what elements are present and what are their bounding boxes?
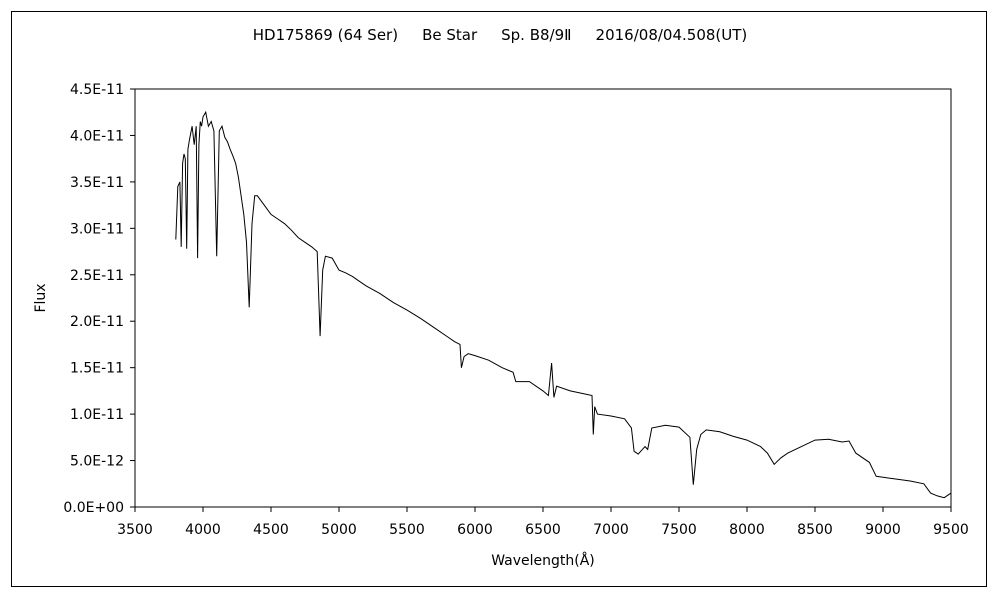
x-tick-label: 3500 [117, 522, 153, 538]
x-axis-ticks: 3500 4000 4500 5000 5500 6000 6500 7000 7500 8000… [117, 507, 969, 538]
y-tick-label: 3.5E-11 [70, 175, 124, 191]
y-axis-ticks: 0.0E+00 5.0E-12 1.0E-11 1.5E-11 2.0E-11 2.5E-… [63, 82, 135, 516]
x-axis-label: Wavelength(Å) [491, 552, 595, 569]
spectrum-series-line [175, 110, 952, 499]
title-observation-date: 2016/08/04.508(UT) [595, 26, 748, 44]
y-tick-label: 0.0E+00 [63, 500, 124, 516]
y-tick-label: 3.0E-11 [70, 221, 124, 237]
y-tick-label: 2.5E-11 [70, 268, 124, 284]
x-tick-label: 5500 [389, 522, 425, 538]
chart-title: HD175869 (64 Ser) Be Star Sp. B8/9Ⅱ 2016/08… [0, 26, 1000, 44]
x-tick-label: 4000 [185, 522, 221, 538]
y-tick-label: 2.0E-11 [70, 314, 124, 330]
x-tick-label: 4500 [253, 522, 289, 538]
x-tick-label: 8000 [729, 522, 765, 538]
x-tick-label: 9500 [933, 522, 969, 538]
x-tick-label: 7500 [661, 522, 697, 538]
y-axis-label: Flux [33, 283, 49, 312]
x-tick-label: 7000 [593, 522, 629, 538]
x-tick-label: 8500 [797, 522, 833, 538]
x-tick-label: 6000 [457, 522, 493, 538]
y-tick-label: 5.0E-12 [70, 454, 124, 470]
title-star-type: Be Star [422, 26, 478, 44]
x-tick-label: 6500 [525, 522, 561, 538]
plot-area [134, 88, 952, 508]
chart-frame [11, 11, 987, 587]
title-star-id: HD175869 (64 Ser) [252, 26, 399, 44]
title-spectral-type: Sp. B8/9Ⅱ [501, 26, 572, 44]
x-tick-label: 9000 [865, 522, 901, 538]
y-tick-label: 4.5E-11 [70, 82, 124, 98]
y-tick-label: 1.0E-11 [70, 407, 124, 423]
y-tick-label: 4.0E-11 [70, 128, 124, 144]
y-tick-label: 1.5E-11 [70, 361, 124, 377]
x-tick-label: 5000 [321, 522, 357, 538]
